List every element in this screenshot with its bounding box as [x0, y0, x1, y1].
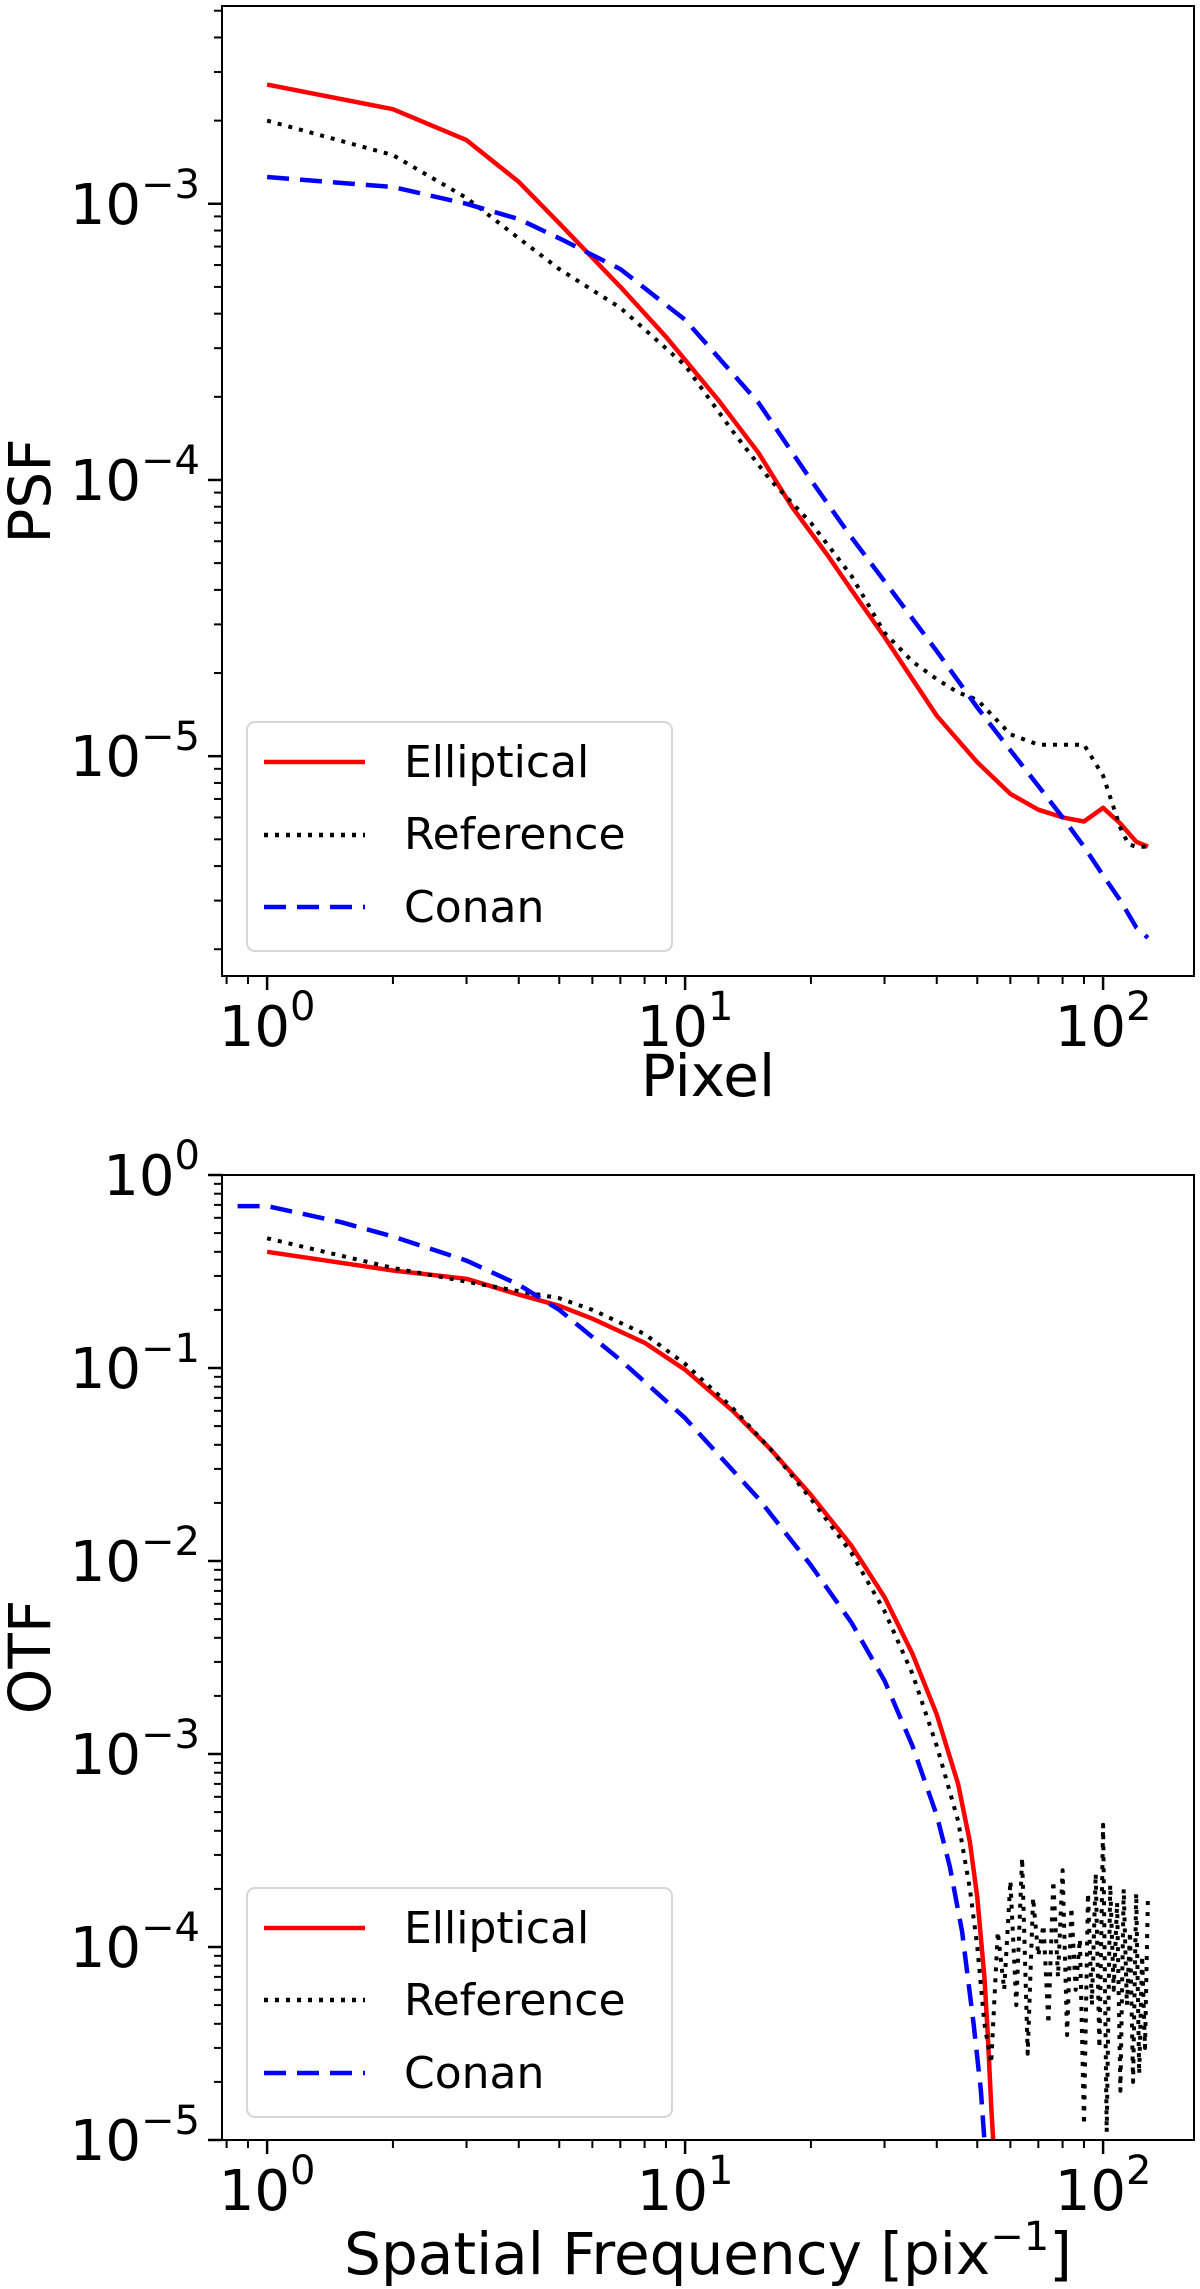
- psf-plot-area: [266, 82, 1150, 940]
- psf-xlabel: Pixel: [641, 1042, 775, 1110]
- otf-xlabel-main: Spatial Frequency [pix: [344, 2220, 990, 2288]
- otf-legend-box: [246, 1887, 673, 2118]
- otf-y-tick-label: 10−4: [70, 1905, 200, 1981]
- psf-legend-label-conan: Conan: [404, 882, 544, 933]
- psf-ylabel: PSF: [0, 438, 64, 543]
- otf-y-tick-label: 10−3: [70, 1712, 200, 1788]
- psf-y-tick-label: 10−4: [70, 438, 200, 514]
- psf-y-tick-label: 10−5: [70, 714, 200, 790]
- otf-y-tick-label: 10−5: [70, 2098, 200, 2174]
- otf-axes-frame: [221, 1174, 1195, 2141]
- psf-x-tick-label: 100: [219, 984, 316, 1060]
- psf-legend-label-elliptical: Elliptical: [404, 737, 589, 788]
- psf-legend: Elliptical Reference Conan: [246, 721, 673, 952]
- otf-legend: Elliptical Reference Conan: [246, 1887, 673, 2118]
- psf-y-tick-label: 10−3: [70, 162, 200, 238]
- otf-legend-label-elliptical: Elliptical: [404, 1903, 589, 1954]
- otf-legend-label-reference: Reference: [404, 1975, 626, 2026]
- otf-y-tick-label: 10−2: [70, 1519, 200, 1595]
- otf-y-tick-label: 100: [103, 1133, 200, 1209]
- otf-xlabel-sup: −1: [990, 2214, 1049, 2260]
- psf-legend-box: [246, 721, 673, 952]
- psf-axes-frame: [221, 5, 1195, 977]
- otf-legend-label-conan: Conan: [404, 2048, 544, 2099]
- psf-series-elliptical: [266, 82, 1149, 849]
- otf-ylabel: OTF: [0, 1600, 64, 1714]
- otf-x-tick-label: 100: [219, 2148, 316, 2224]
- otf-series-reference: [266, 1236, 1150, 2134]
- otf-xlabel-end: ]: [1049, 2220, 1072, 2288]
- otf-x-tick-label: 101: [637, 2148, 734, 2224]
- psf-ticks: 100 101 102 10−3 10−4 10−5: [70, 9, 1152, 1060]
- otf-plot-area: [237, 1203, 1150, 2140]
- psf-series-reference: [266, 118, 1148, 849]
- otf-xlabel: Spatial Frequency [pix−1]: [344, 2214, 1072, 2288]
- otf-y-tick-label: 10−1: [70, 1326, 200, 1402]
- otf-panel: 100 101 102 100 10−1 10−2 10−3 10−4 10−5 OTF Spa…: [0, 1133, 1195, 2288]
- psf-panel: 100 101 102 10−3 10−4 10−5 PSF Pixel Elliptic…: [0, 5, 1195, 1110]
- otf-series-conan: [237, 1203, 987, 2140]
- psf-x-tick-label: 102: [1055, 984, 1152, 1060]
- psf-x-tick-label: 101: [637, 984, 734, 1060]
- otf-x-tick-label: 102: [1055, 2148, 1152, 2224]
- otf-series-elliptical: [266, 1249, 996, 2140]
- otf-ticks: 100 101 102 100 10−1 10−2 10−3 10−4 10−5: [70, 1133, 1152, 2224]
- psf-legend-label-reference: Reference: [404, 809, 626, 860]
- psf-series-conan: [266, 174, 1150, 940]
